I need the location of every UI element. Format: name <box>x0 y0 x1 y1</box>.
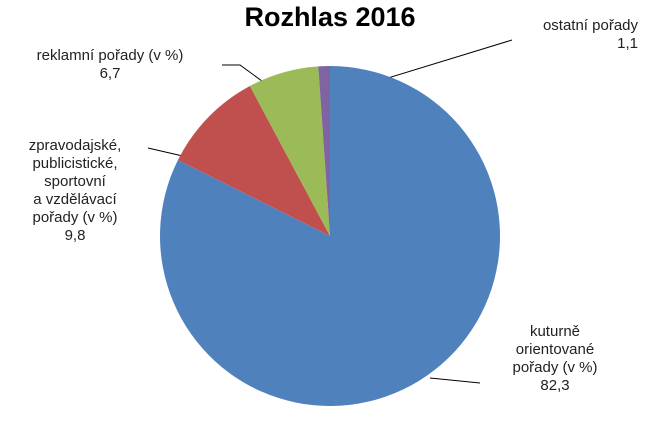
category-label: zpravodajské, publicistické, sportovní a… <box>28 137 122 226</box>
pie-slice <box>249 66 330 237</box>
slice-label: ostatní pořady 1,1 <box>470 17 638 53</box>
value-label: 1,1 <box>617 35 638 52</box>
leader-line <box>429 377 481 384</box>
value-label: 6,7 <box>99 65 121 82</box>
category-label: reklamní pořady (v %) <box>36 47 184 64</box>
category-label: kuturně orientované pořady (v %) <box>512 323 598 376</box>
pie-slice <box>177 86 330 236</box>
value-label: 9,8 <box>64 227 86 244</box>
slice-label: reklamní pořady (v %) 6,7 <box>0 47 220 83</box>
value-label: 82,3 <box>540 377 570 394</box>
pie-slice <box>159 66 500 407</box>
chart-title: Rozhlas 2016 <box>244 2 416 32</box>
category-label: ostatní pořady <box>542 17 638 34</box>
slice-label: zpravodajské, publicistické, sportovní a… <box>0 137 150 245</box>
slice-label: kuturně orientované pořady (v %) 82,3 <box>470 323 640 395</box>
pie-slice <box>318 66 330 236</box>
